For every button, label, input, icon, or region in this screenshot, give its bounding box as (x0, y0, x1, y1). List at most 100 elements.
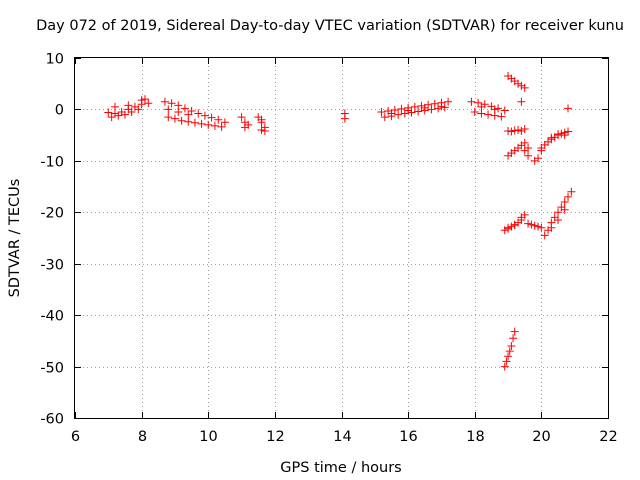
data-point (427, 105, 436, 114)
data-point (504, 352, 513, 361)
data-point (517, 81, 526, 90)
data-point (477, 102, 486, 111)
series-seg12 (524, 187, 576, 240)
data-point (257, 115, 266, 124)
data-point (520, 138, 529, 147)
data-point (524, 144, 533, 152)
series-seg4 (340, 109, 349, 123)
data-point (540, 231, 549, 240)
data-point (184, 117, 193, 126)
data-point (177, 116, 186, 125)
plot-frame (74, 57, 609, 419)
data-point (504, 127, 513, 136)
x-tick-label: 22 (599, 429, 617, 445)
data-point (417, 101, 426, 110)
data-point (547, 133, 556, 142)
data-point (470, 108, 479, 116)
data-point (560, 205, 569, 214)
data-point (510, 126, 519, 135)
data-point (340, 114, 349, 123)
data-point (404, 106, 413, 115)
series-seg6 (467, 97, 509, 121)
data-point (507, 222, 516, 231)
data-point (517, 213, 526, 222)
data-point (477, 109, 486, 118)
data-point (134, 105, 143, 114)
series-seg13 (500, 327, 519, 371)
data-point (174, 108, 183, 116)
data-point (160, 97, 169, 106)
data-point (190, 118, 199, 127)
data-point (507, 127, 516, 136)
data-point (410, 102, 419, 111)
data-point (537, 223, 546, 232)
data-point (107, 113, 116, 122)
data-point (490, 105, 499, 114)
data-point (420, 103, 429, 112)
data-point (527, 220, 536, 229)
data-point (474, 98, 483, 107)
series-seg5 (377, 97, 453, 122)
data-point (120, 110, 129, 119)
data-point (564, 127, 573, 136)
x-tick-label: 8 (138, 429, 147, 445)
series-seg2 (160, 97, 229, 131)
data-point (257, 126, 266, 134)
data-point (560, 198, 569, 206)
y-tick-label: 10 (46, 52, 64, 68)
data-point (509, 334, 518, 343)
data-point (494, 104, 503, 113)
data-point (390, 105, 399, 114)
series-seg7 (504, 72, 529, 106)
data-point (514, 126, 523, 134)
data-point (104, 108, 113, 117)
y-tick-label: -30 (40, 258, 64, 274)
data-point (137, 96, 146, 105)
x-tick-label: 18 (466, 429, 484, 445)
data-point (514, 79, 523, 88)
data-point (517, 127, 526, 136)
data-point (180, 104, 189, 113)
data-point (437, 102, 446, 111)
data-point (524, 219, 533, 228)
data-point (197, 119, 206, 128)
data-point (207, 113, 216, 122)
series-seg8 (504, 124, 546, 165)
data-point (500, 362, 509, 371)
data-point (164, 113, 173, 122)
data-point (214, 115, 223, 124)
series-seg10 (537, 127, 573, 152)
y-tick-label: -40 (40, 309, 64, 325)
data-point (397, 104, 406, 113)
data-point (217, 122, 226, 131)
x-tick-label: 16 (399, 429, 417, 445)
data-point (524, 151, 533, 160)
data-point (387, 109, 396, 118)
data-point (554, 216, 563, 224)
data-point (237, 113, 246, 122)
y-tick-label: -10 (40, 155, 64, 171)
data-point (174, 101, 183, 110)
series-seg3 (237, 113, 269, 136)
data-point (167, 99, 176, 108)
data-point (127, 108, 136, 116)
grid (75, 58, 608, 418)
data-point (560, 131, 569, 140)
data-point (520, 124, 529, 133)
data-marks (104, 72, 576, 371)
data-point (467, 97, 476, 106)
data-point (505, 347, 514, 356)
data-point (520, 83, 529, 92)
data-point (547, 223, 556, 232)
y-tick-label: -50 (40, 361, 64, 377)
data-point (497, 112, 506, 121)
data-point (140, 95, 149, 104)
series-seg1 (104, 95, 153, 122)
data-point (414, 107, 423, 116)
x-tick-label: 6 (71, 429, 80, 445)
data-point (110, 102, 119, 111)
data-point (484, 110, 493, 119)
x-tick-label: 10 (199, 429, 217, 445)
x-tick-label: 12 (266, 429, 284, 445)
x-tick-label: 20 (532, 429, 550, 445)
